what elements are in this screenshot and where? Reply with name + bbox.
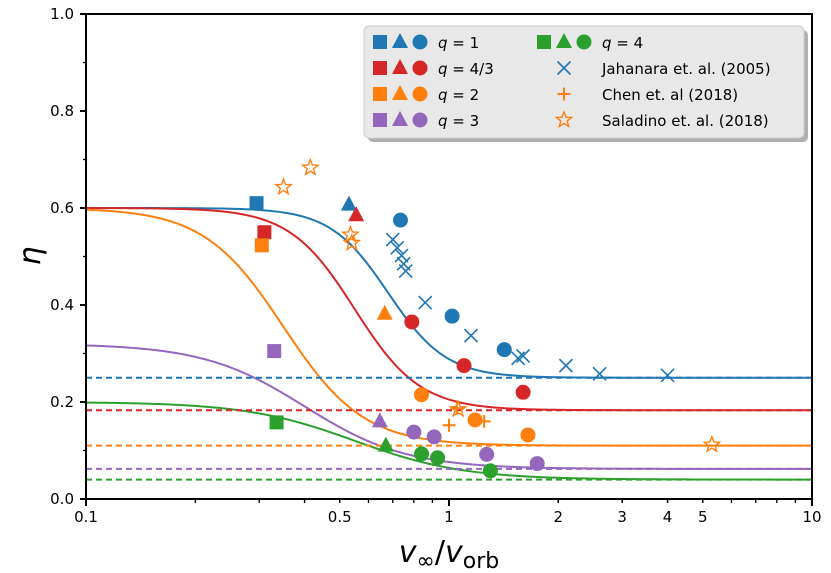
ref-point-jahanara xyxy=(390,240,405,255)
legend-label-q4: q = 4 xyxy=(602,34,643,52)
fit-curve-q3 xyxy=(86,344,812,470)
circle-point-q3 xyxy=(479,446,495,462)
ref-point-saladino xyxy=(342,232,362,251)
ref-point-jahanara xyxy=(592,366,607,381)
legend-circle-q43 xyxy=(412,60,428,76)
legend-triangle-q1 xyxy=(392,33,408,48)
triangle-point-q43 xyxy=(348,206,365,222)
square-point-q4 xyxy=(269,415,284,430)
legend-triangle-q2 xyxy=(392,85,408,100)
x-tick-label: 10 xyxy=(802,508,821,526)
fit-curve-q1 xyxy=(86,207,812,379)
x-tick-label: 5 xyxy=(698,508,708,526)
legend-square-q3 xyxy=(373,113,387,127)
circle-point-q43 xyxy=(515,384,531,400)
x-tick-label: 2 xyxy=(554,508,564,526)
legend-label-q2: q = 2 xyxy=(438,86,479,104)
circle-point-q3 xyxy=(426,429,442,445)
circle-point-q4 xyxy=(482,463,498,479)
x-tick-label: 1 xyxy=(444,508,454,526)
ref-point-saladino xyxy=(300,157,320,176)
legend-circle-q4 xyxy=(576,34,592,50)
ref-point-saladino xyxy=(274,177,293,196)
ref-point-jahanara xyxy=(398,263,413,279)
circle-point-q1 xyxy=(392,212,408,228)
fit-curves xyxy=(86,207,812,481)
ref-point-chen xyxy=(477,414,491,428)
legend-marker-jahanara xyxy=(556,60,572,76)
legend-label-sal: Saladino et. al. (2018) xyxy=(602,112,769,130)
legend-circle-q2 xyxy=(412,86,428,102)
legend-square-q4 xyxy=(537,35,551,49)
legend-square-q2 xyxy=(373,87,387,101)
axes: 0.0 0.2 0.4 0.6 0.8 1.0 0.1 0.5 1 2 3 4 5 10 xyxy=(50,5,821,526)
fit-curve-q43 xyxy=(86,207,812,412)
triangle-point-q1 xyxy=(340,195,357,211)
legend-box xyxy=(363,25,805,139)
x-tick-label: 0.1 xyxy=(74,508,98,526)
ref-point-jahanara xyxy=(511,351,526,366)
ref-point-jahanara xyxy=(418,295,433,310)
square-point-q1 xyxy=(249,196,264,211)
legend-square-q43 xyxy=(373,61,387,75)
legend-triangle-q3 xyxy=(392,111,408,126)
triangle-point-q3 xyxy=(371,412,388,428)
y-tick-label: 0.6 xyxy=(50,199,74,217)
ref-point-jahanara xyxy=(394,248,409,263)
square-point-q43 xyxy=(257,225,272,240)
circle-point-q1 xyxy=(496,342,512,358)
legend-square-q1 xyxy=(373,35,387,49)
x-tick-label: 3 xyxy=(617,508,627,526)
circle-point-q3 xyxy=(406,424,422,440)
legend: q = 1 q = 4/3 q = 2 q = 3 q = 4 Jahanara et. … xyxy=(363,25,808,142)
x-tick-label: 4 xyxy=(663,508,673,526)
circle-point-q4 xyxy=(414,446,430,462)
legend-circle-q1 xyxy=(412,34,428,50)
legend-triangle-q4 xyxy=(556,33,572,48)
asymptote-lines xyxy=(86,376,812,481)
circle-point-q43 xyxy=(456,358,472,374)
x-tick-label: 0.5 xyxy=(328,508,352,526)
circle-point-q3 xyxy=(529,456,545,472)
y-tick-label: 0.4 xyxy=(50,296,74,314)
legend-marker-saladino xyxy=(554,110,574,129)
circle-point-q2 xyxy=(414,387,430,403)
legend-label-jah: Jahanara et. al. (2005) xyxy=(601,60,771,78)
y-tick-label: 0.8 xyxy=(50,102,74,120)
circle-point-q2 xyxy=(467,412,483,428)
circle-point-q2 xyxy=(520,427,536,443)
y-tick-label: 0.2 xyxy=(50,393,74,411)
x-axis-title: v∞/vorb xyxy=(399,535,499,573)
legend-label-q3: q = 3 xyxy=(438,112,479,130)
circle-point-q43 xyxy=(404,314,420,330)
square-point-q3 xyxy=(267,344,282,359)
legend-triangle-q43 xyxy=(392,59,408,74)
ref-point-chen xyxy=(442,418,456,432)
legend-label-q43: q = 4/3 xyxy=(438,60,494,78)
ref-point-saladino xyxy=(448,399,468,418)
y-tick-label: 1.0 xyxy=(50,5,74,23)
data-markers xyxy=(249,157,722,479)
legend-label-chen: Chen et. al (2018) xyxy=(602,86,738,104)
ref-point-jahanara xyxy=(385,232,400,247)
legend-marker-chen xyxy=(557,87,571,101)
legend-label-q1: q = 1 xyxy=(438,34,479,52)
square-point-q2 xyxy=(254,238,269,253)
ref-point-jahanara xyxy=(558,358,574,373)
y-tick-label: 0.0 xyxy=(50,490,74,508)
ref-point-saladino xyxy=(702,434,722,453)
triangle-point-q2 xyxy=(376,304,393,320)
circle-point-q4 xyxy=(430,450,446,466)
triangle-point-q4 xyxy=(377,436,394,452)
y-axis-title: η xyxy=(13,246,48,265)
circle-point-q1 xyxy=(444,308,460,324)
ref-point-jahanara xyxy=(463,328,479,343)
legend-circle-q3 xyxy=(412,112,428,128)
ref-point-jahanara xyxy=(516,348,531,363)
ref-point-jahanara xyxy=(660,368,675,383)
